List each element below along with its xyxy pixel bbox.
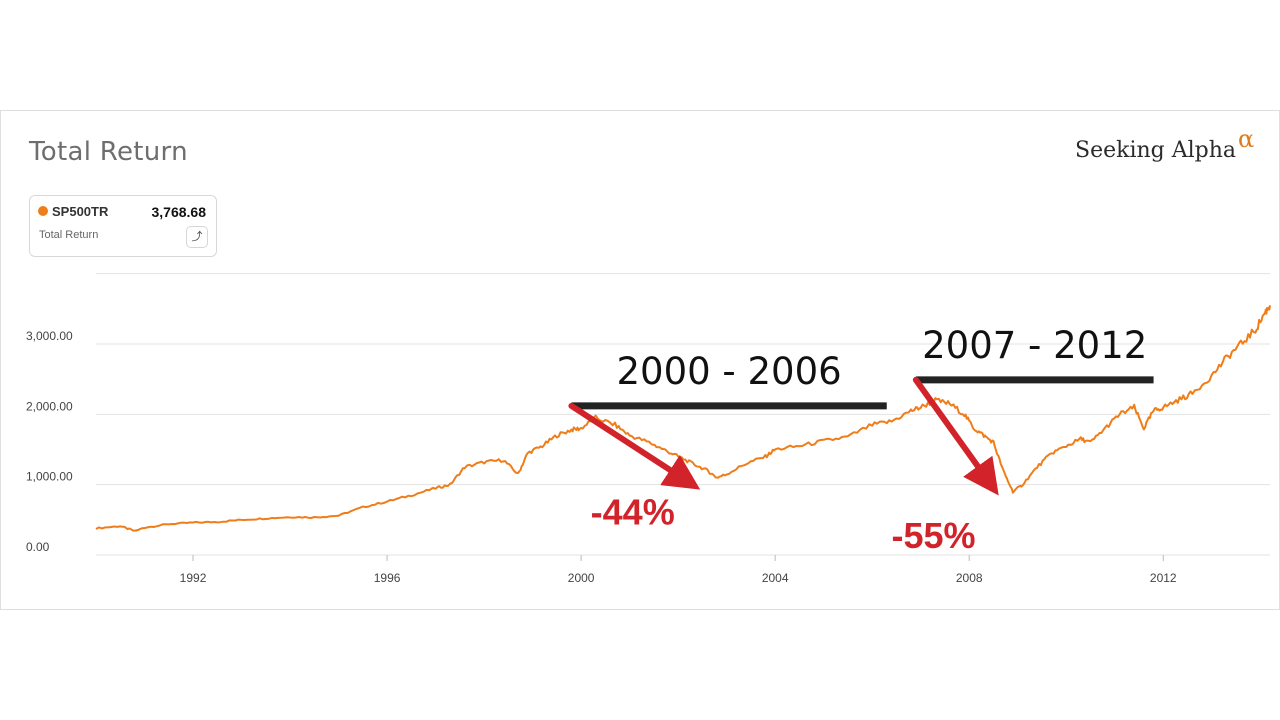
x-tick-label: 2008 — [956, 571, 983, 585]
legend-card[interactable]: SP500TR 3,768.68 Total Return ⤴ — [29, 195, 217, 257]
seeking-alpha-logo: Seeking Alphaα — [1075, 125, 1254, 163]
x-tick-label: 2000 — [568, 571, 595, 585]
period-label-2: 2007 - 2012 — [922, 324, 1147, 367]
legend-ticker: SP500TR — [52, 204, 109, 219]
y-tick-label: 0.00 — [26, 540, 50, 554]
drawdown-label-1: -44% — [591, 492, 675, 533]
series-layer — [95, 305, 1271, 532]
annotations-layer: 2000 - 2006 -44% 2007 - 2012 -55% — [568, 324, 1154, 556]
alpha-icon: α — [1238, 125, 1255, 153]
chart-title: Total Return — [29, 137, 188, 167]
legend-subtitle: Total Return — [39, 229, 99, 241]
series-color-dot-icon — [38, 206, 48, 216]
y-tick-label: 2,000.00 — [26, 399, 73, 413]
x-tick-label: 1992 — [180, 571, 207, 585]
x-tick-label: 2004 — [762, 571, 789, 585]
chart-card: Total Return Seeking Alphaα SP500TR 3,76… — [0, 110, 1280, 610]
x-tick-label: 2012 — [1150, 571, 1177, 585]
legend-value: 3,768.68 — [151, 204, 207, 220]
drawdown-label-3: -55% — [891, 515, 975, 556]
x-tick-label: 1996 — [374, 571, 401, 585]
line-chart-icon[interactable]: ⤴ — [186, 226, 208, 248]
period-label-0: 2000 - 2006 — [616, 350, 841, 393]
y-tick-label: 3,000.00 — [26, 329, 73, 343]
drawdown-arrow-1 — [568, 402, 701, 490]
x-axis-ticks: 1992 1996 2000 2004 2008 2012 — [180, 555, 1177, 585]
drawdown-arrow-3 — [912, 376, 999, 496]
grid-lines — [96, 273, 1270, 556]
series-line-SP500TR — [95, 305, 1271, 532]
y-axis-ticks: 0.00 1,000.00 2,000.00 3,000.00 — [26, 329, 73, 554]
logo-text: Seeking Alpha — [1075, 138, 1237, 163]
y-tick-label: 1,000.00 — [26, 470, 73, 484]
